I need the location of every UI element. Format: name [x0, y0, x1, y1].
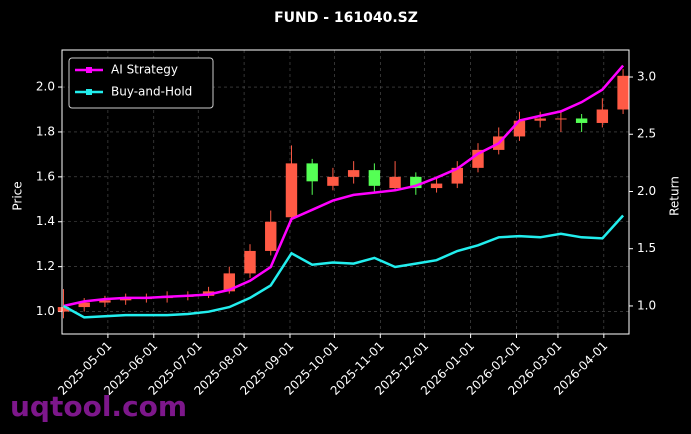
candle-body — [265, 221, 277, 251]
legend: AI Strategy Buy-and-Hold — [68, 57, 214, 109]
chart-title: FUND - 161040.SZ — [274, 10, 418, 26]
legend-box — [68, 57, 214, 109]
plot-frame — [61, 49, 630, 335]
candle-body — [368, 170, 381, 186]
candle-body — [57, 307, 70, 312]
candle-body — [410, 176, 422, 189]
candle-body — [347, 170, 360, 177]
candle-body — [430, 183, 443, 189]
y-axis-label: Price — [11, 181, 25, 210]
y2-axis-label: Return — [668, 176, 682, 216]
y2-tick-label: 2.5 — [637, 127, 656, 141]
watermark: uqtool.com — [10, 390, 187, 423]
candle-body — [513, 120, 526, 137]
y2-tick-label: 3.0 — [637, 70, 656, 84]
y2-tick-label: 1.0 — [637, 298, 656, 312]
candle-body — [534, 118, 546, 121]
legend-marker — [86, 89, 92, 95]
y-tick-label: 1.2 — [36, 259, 55, 273]
y-tick-label: 1.6 — [36, 169, 55, 183]
candle-body — [596, 109, 609, 123]
candle-body — [575, 118, 588, 123]
candle-body — [327, 176, 339, 186]
candle-body — [306, 163, 318, 182]
series-line — [62, 214, 625, 319]
series-line — [63, 64, 625, 308]
candle-body — [617, 75, 629, 110]
candle-body — [555, 118, 567, 120]
y-tick-label: 1.0 — [36, 304, 55, 318]
candle-body — [99, 300, 111, 303]
y-tick-label: 1.4 — [36, 214, 55, 228]
y2-tick-label: 2.0 — [637, 184, 656, 198]
candle-body — [78, 302, 90, 308]
legend-label: Buy-and-Hold — [111, 85, 192, 99]
candle-body — [472, 149, 484, 168]
legend-marker — [86, 67, 92, 73]
candle-body — [451, 167, 463, 184]
y-tick-label: 2.0 — [36, 80, 55, 94]
y2-tick-label: 1.5 — [637, 241, 656, 255]
y-tick-label: 1.8 — [36, 124, 55, 138]
candle-body — [119, 298, 132, 301]
candle-body — [244, 250, 256, 274]
candle-body — [285, 163, 298, 218]
candle-body — [389, 176, 401, 189]
legend-label: AI Strategy — [111, 63, 178, 77]
candle-body — [223, 273, 235, 292]
